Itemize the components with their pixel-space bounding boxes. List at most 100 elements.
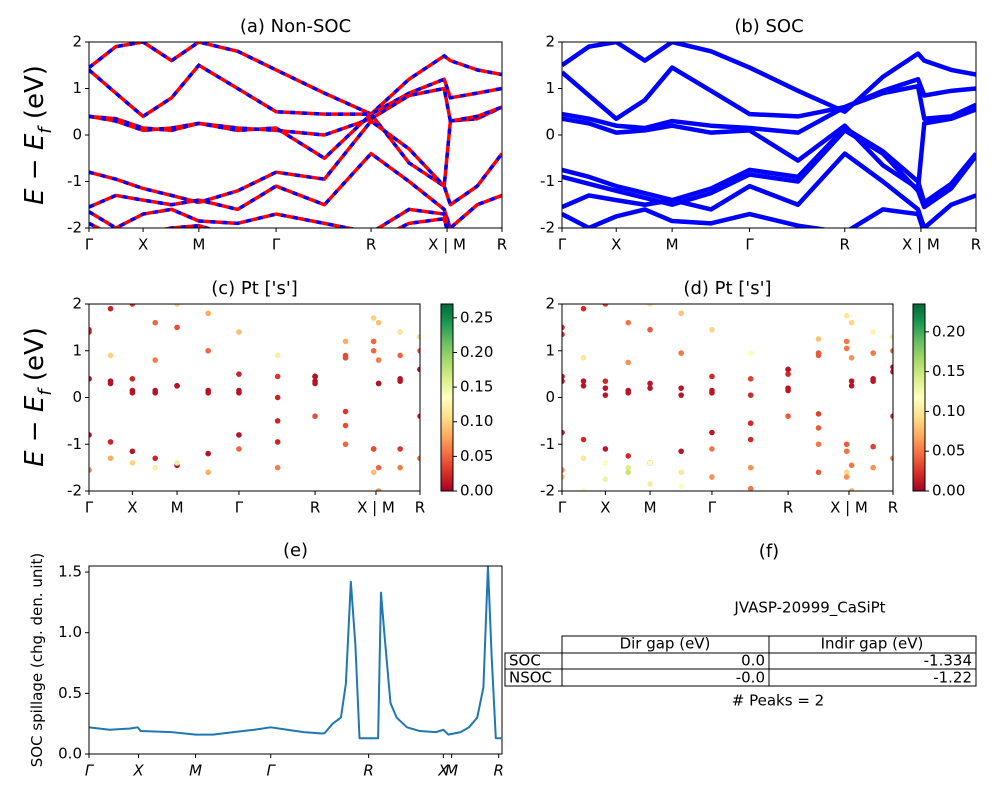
colorbar [912,303,926,492]
x-tick-label: Γ [558,499,567,517]
x-tick-label: X | M [902,236,940,254]
plot-area [89,304,420,491]
panel-title: (b) SOC [734,16,803,37]
y-axis-label: E − Ef (eV) [20,327,56,467]
plot-area [562,304,893,504]
band-point [312,413,318,420]
y-tick-label: 0.5 [58,684,82,702]
panel: (c) Pt ['s'] -2 -1 0 1 2 Γ X M Γ R X | M R E − Ef (eV… [20,278,494,517]
x-tick-label: R [971,236,981,254]
band-point [848,383,855,389]
band-point [580,383,587,389]
band-point [647,385,653,391]
band-point [274,394,281,401]
band-point [848,462,855,469]
band-point [205,390,211,396]
band-point [815,441,822,448]
band-point [152,464,158,471]
band-point [375,357,382,363]
band-point [815,425,822,431]
band-point [274,418,281,424]
band-point [870,443,876,450]
band-point [274,439,281,445]
band-point [580,436,587,443]
y-axis-label: E − Ef (eV) [20,65,56,205]
x-tick-label: M [445,762,458,780]
band-point [678,385,684,391]
y-tick-label: 0 [72,126,82,144]
band-point [625,359,631,366]
colorbar-tick-label: 0.25 [460,308,493,326]
band-line-dashed [89,151,502,228]
band-point [312,373,318,380]
band-point [843,441,850,448]
band-point [89,432,92,438]
band-point [152,455,158,462]
band-point [890,347,893,354]
band-line [562,42,976,114]
band-point [236,432,242,438]
band-point [870,498,876,504]
band-point [174,383,180,389]
y-tick-label: 1.5 [58,563,82,581]
band-point [870,329,876,335]
table-cell: NSOC [509,669,552,687]
y-tick-label: 2 [72,295,82,313]
band-point [602,392,609,398]
table-name: JVASP-20999_CaSiPt [733,599,885,618]
band-point [205,469,211,476]
x-tick-label: M [666,236,679,254]
band-point [562,467,565,473]
band-point [709,474,715,480]
x-tick-label: X [611,236,621,254]
band-point [375,380,382,387]
band-point [89,376,92,382]
band-point [417,333,420,340]
x-tick-label: M [644,499,657,517]
colorbar-tick-label: 0.15 [932,362,965,380]
y-tick-label: -2 [540,482,555,500]
band-point [107,439,114,445]
band-point [236,329,242,335]
plot-area [89,42,502,228]
gap-table: (f) JVASP-20999_CaSiPt Dir gap (eV) Indi… [504,541,977,710]
x-tick-label: M [192,236,205,254]
band-point [747,436,754,443]
x-tick-label: X | M [830,499,868,517]
y-tick-label: -2 [67,482,82,500]
plot-area [89,566,502,740]
band-point [747,464,754,471]
band-point [848,319,855,326]
band-point [647,326,653,333]
band-point [580,354,587,361]
band-point [647,304,653,307]
y-tick-label: -1 [540,172,555,190]
band-point [236,446,242,452]
y-axis-label-part: SOC spillage (chg. den. unit) [28,553,46,768]
band-point [747,485,754,491]
band-point [843,312,850,319]
band-point [562,373,565,380]
band-point [678,448,684,455]
band-point [342,354,349,361]
band-point [562,429,565,436]
band-point [815,469,822,476]
band-point [709,429,715,436]
y-axis-label-part: E − E [20,395,50,467]
band-point [205,310,211,317]
band-point [129,376,136,382]
colorbar-tick-label: 0.00 [460,482,493,500]
band-point [375,488,382,491]
y-axis-label-part: (eV) [20,65,50,127]
band-point [625,319,631,326]
colorbar [440,303,454,492]
table-cell: -1.334 [924,652,972,670]
colorbar-tick-label: 0.00 [932,482,965,500]
table-header: Indir gap (eV) [821,635,924,653]
band-point [274,464,281,471]
band-point [602,446,609,452]
x-tick-label: R [493,762,503,780]
band-point [625,390,631,396]
colorbar-tick-label: 0.15 [460,378,493,396]
